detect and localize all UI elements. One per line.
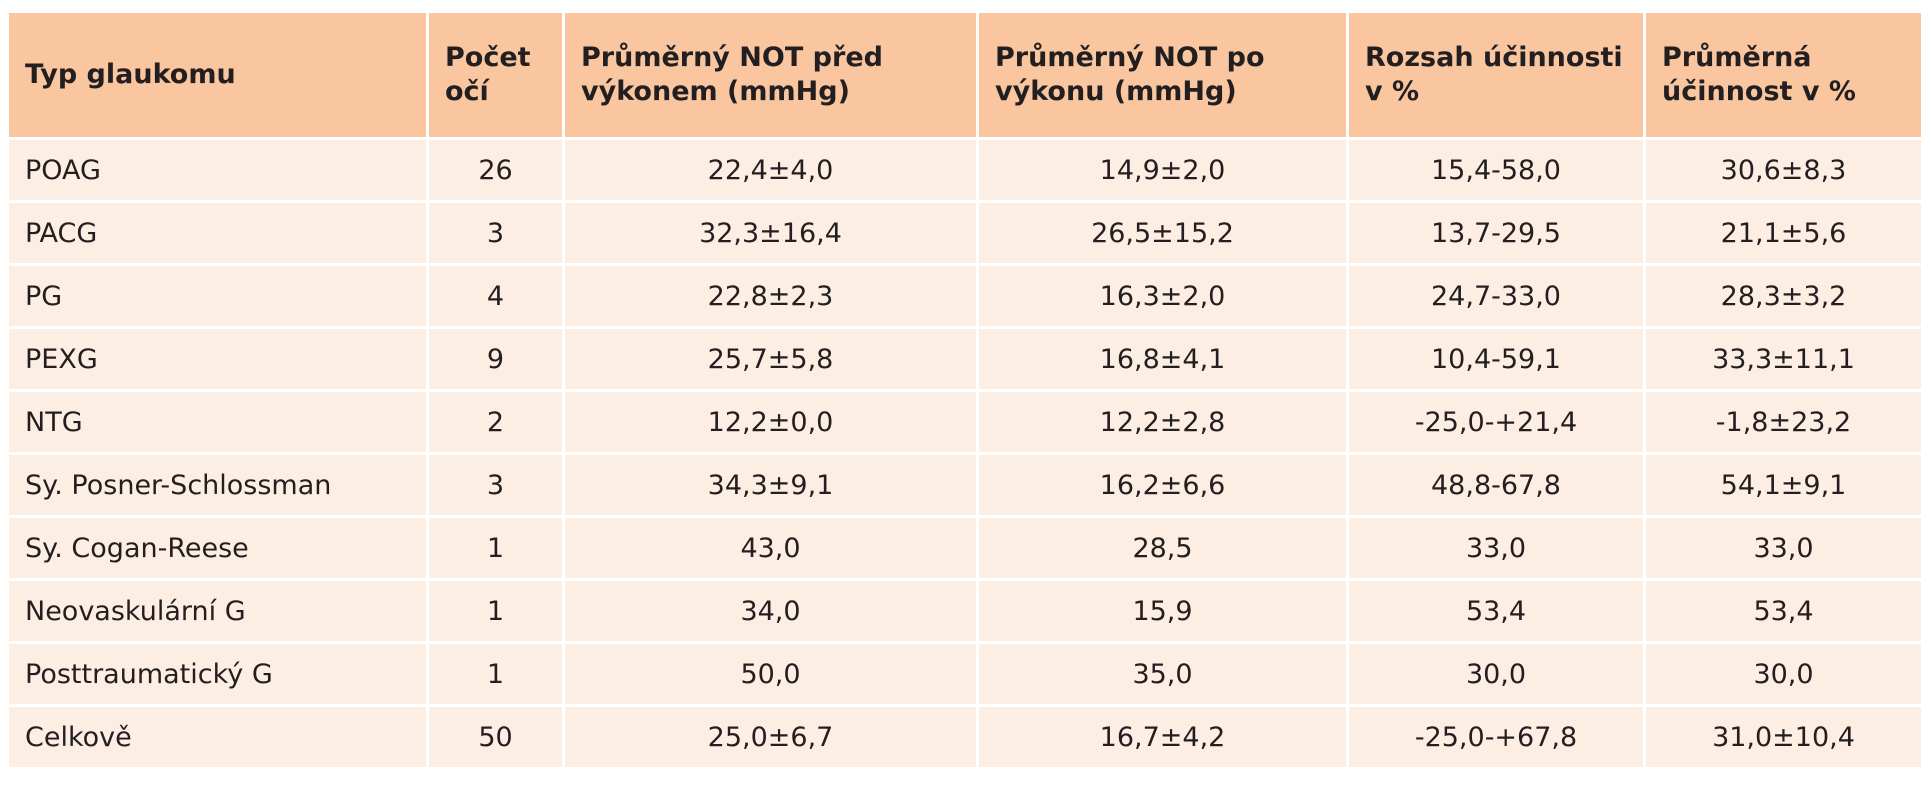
table-cell: 14,9±2,0: [976, 137, 1349, 203]
table-cell: 3: [426, 200, 565, 266]
header-cell: Počet očí: [426, 10, 565, 140]
row-label: PG: [6, 263, 429, 329]
table-cell: 28,3±3,2: [1643, 263, 1924, 329]
table-cell: 3: [426, 452, 565, 518]
table-cell: 10,4-59,1: [1346, 326, 1646, 392]
header-cell: Rozsah účinnosti v %: [1346, 10, 1646, 140]
table-body: POAG 26 22,4±4,0 14,9±2,0 15,4-58,0 30,6±8,3 P…: [6, 137, 1924, 770]
table-cell: 33,0: [1346, 515, 1646, 581]
table-row: Sy. Posner-Schlossman 3 34,3±9,1 16,2±6,6 48…: [6, 452, 1924, 518]
table-cell: 30,6±8,3: [1643, 137, 1924, 203]
table-row: PG 4 22,8±2,3 16,3±2,0 24,7-33,0 28,3±3,2: [6, 263, 1924, 329]
table-cell: 32,3±16,4: [562, 200, 979, 266]
header-cell: Průměrný NOT po výkonu (mmHg): [976, 10, 1349, 140]
table-cell: 54,1±9,1: [1643, 452, 1924, 518]
row-label: Sy. Posner-Schlossman: [6, 452, 429, 518]
table-cell: -25,0-+67,8: [1346, 704, 1646, 770]
table-cell: 53,4: [1643, 578, 1924, 644]
table-cell: 28,5: [976, 515, 1349, 581]
table-row: Celkově 50 25,0±6,7 16,7±4,2 -25,0-+67,8 31,0…: [6, 704, 1924, 770]
row-label: Celkově: [6, 704, 429, 770]
table-cell: 43,0: [562, 515, 979, 581]
table-cell: 15,9: [976, 578, 1349, 644]
row-label: Posttraumatický G: [6, 641, 429, 707]
table-cell: 15,4-58,0: [1346, 137, 1646, 203]
table-cell: -1,8±23,2: [1643, 389, 1924, 455]
data-table: Typ glaukomu Počet očí Průměrný NOT před v…: [6, 10, 1924, 770]
table-cell: 30,0: [1643, 641, 1924, 707]
table-row: PACG 3 32,3±16,4 26,5±15,2 13,7-29,5 21,1±5,6: [6, 200, 1924, 266]
header-cell: Typ glaukomu: [6, 10, 429, 140]
row-label: NTG: [6, 389, 429, 455]
table-cell: 12,2±0,0: [562, 389, 979, 455]
header-cell: Průměrný NOT před výkonem (mmHg): [562, 10, 979, 140]
table-cell: 22,4±4,0: [562, 137, 979, 203]
table-cell: 48,8-67,8: [1346, 452, 1646, 518]
table-cell: 34,3±9,1: [562, 452, 979, 518]
table-cell: -25,0-+21,4: [1346, 389, 1646, 455]
header-cell: Průměrná účinnost v %: [1643, 10, 1924, 140]
table-cell: 25,7±5,8: [562, 326, 979, 392]
table-cell: 34,0: [562, 578, 979, 644]
row-label: Sy. Cogan-Reese: [6, 515, 429, 581]
table-cell: 21,1±5,6: [1643, 200, 1924, 266]
table-cell: 30,0: [1346, 641, 1646, 707]
table-row: PEXG 9 25,7±5,8 16,8±4,1 10,4-59,1 33,3±11,1: [6, 326, 1924, 392]
table-row: POAG 26 22,4±4,0 14,9±2,0 15,4-58,0 30,6±8,3: [6, 137, 1924, 203]
table-cell: 16,3±2,0: [976, 263, 1349, 329]
table-cell: 4: [426, 263, 565, 329]
table-cell: 12,2±2,8: [976, 389, 1349, 455]
row-label: Neovaskulární G: [6, 578, 429, 644]
table-cell: 16,2±6,6: [976, 452, 1349, 518]
table-cell: 1: [426, 515, 565, 581]
row-label: PACG: [6, 200, 429, 266]
table-cell: 9: [426, 326, 565, 392]
table-cell: 1: [426, 578, 565, 644]
table-cell: 53,4: [1346, 578, 1646, 644]
row-label: POAG: [6, 137, 429, 203]
table-cell: 50: [426, 704, 565, 770]
table-cell: 16,7±4,2: [976, 704, 1349, 770]
table-cell: 2: [426, 389, 565, 455]
table-cell: 26,5±15,2: [976, 200, 1349, 266]
header-row: Typ glaukomu Počet očí Průměrný NOT před v…: [6, 10, 1924, 140]
table-cell: 22,8±2,3: [562, 263, 979, 329]
table-cell: 50,0: [562, 641, 979, 707]
table-row: Neovaskulární G 1 34,0 15,9 53,4 53,4: [6, 578, 1924, 644]
table-cell: 33,3±11,1: [1643, 326, 1924, 392]
table-cell: 16,8±4,1: [976, 326, 1349, 392]
table-cell: 26: [426, 137, 565, 203]
table-cell: 31,0±10,4: [1643, 704, 1924, 770]
table-row: Posttraumatický G 1 50,0 35,0 30,0 30,0: [6, 641, 1924, 707]
table-cell: 33,0: [1643, 515, 1924, 581]
table-row: NTG 2 12,2±0,0 12,2±2,8 -25,0-+21,4 -1,8±23,2: [6, 389, 1924, 455]
row-label: PEXG: [6, 326, 429, 392]
table-cell: 25,0±6,7: [562, 704, 979, 770]
table-cell: 35,0: [976, 641, 1349, 707]
table-cell: 13,7-29,5: [1346, 200, 1646, 266]
table-cell: 24,7-33,0: [1346, 263, 1646, 329]
table-cell: 1: [426, 641, 565, 707]
table-row: Sy. Cogan-Reese 1 43,0 28,5 33,0 33,0: [6, 515, 1924, 581]
